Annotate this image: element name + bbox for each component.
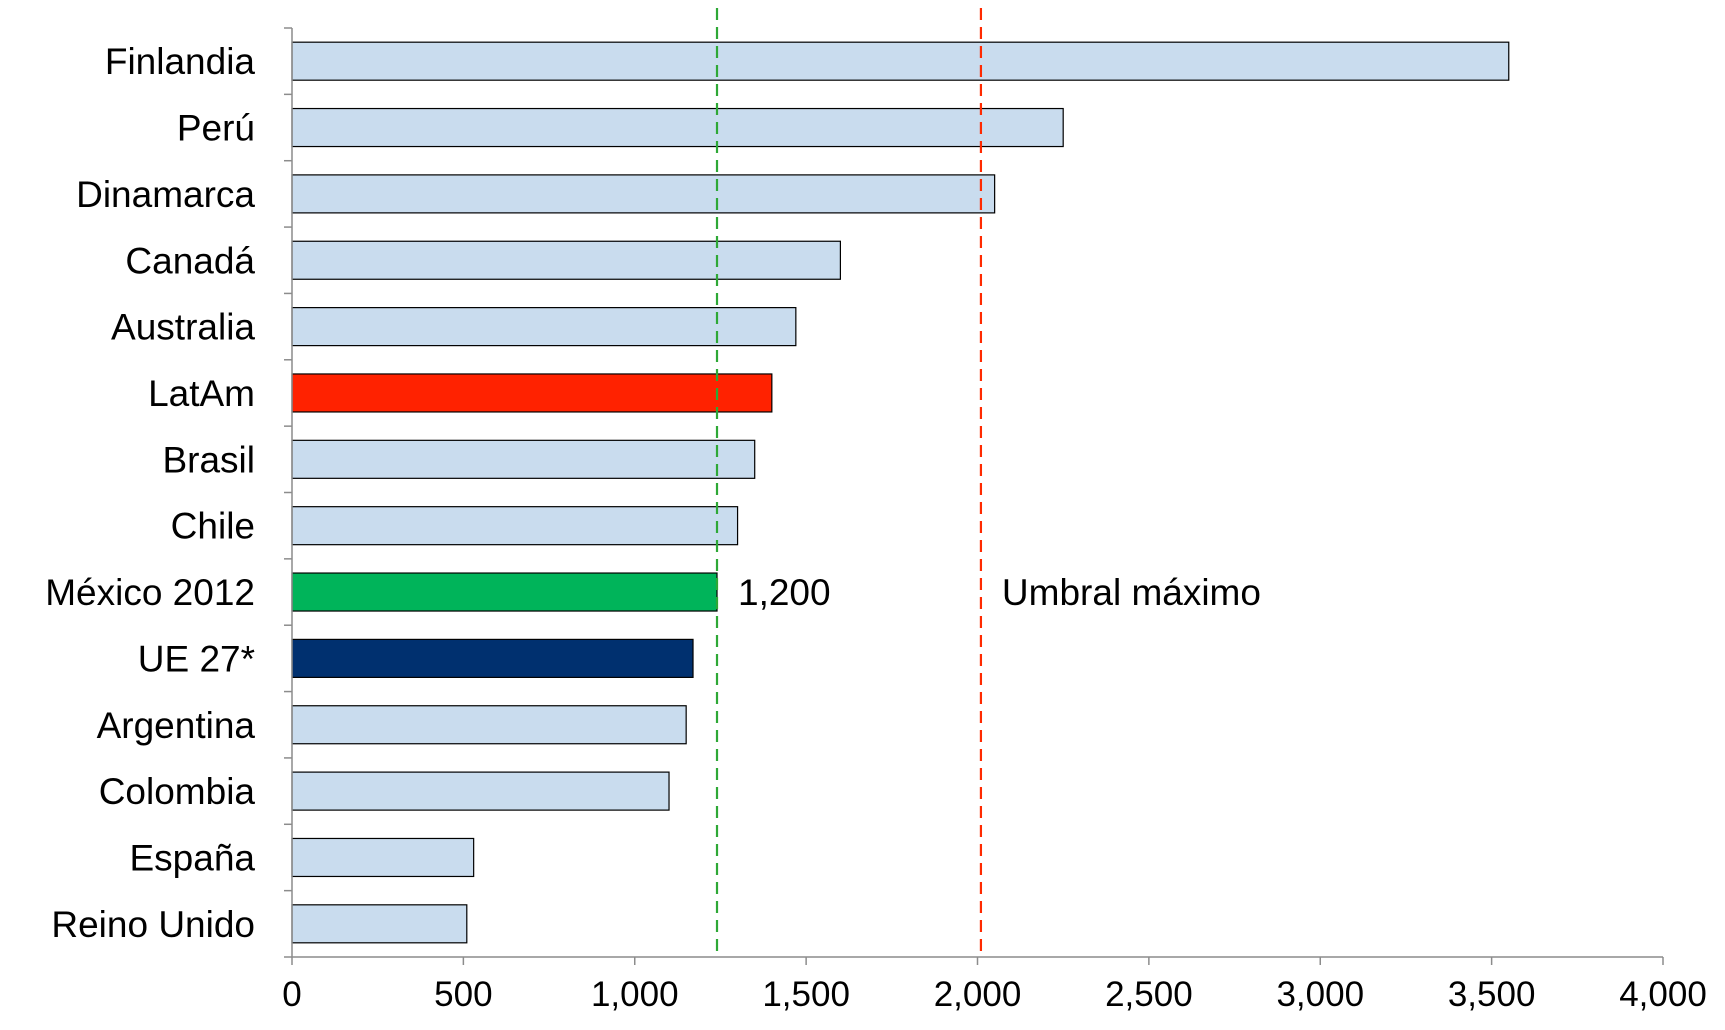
category-label: España (130, 837, 256, 878)
reference-label-2: Umbral máximo (1002, 572, 1261, 613)
bar-6 (291, 373, 773, 413)
category-label: Argentina (97, 705, 256, 746)
reference-label-1: 1,200 (738, 572, 831, 613)
bar-12 (291, 771, 670, 811)
axes-layer (284, 27, 1664, 965)
x-tick-label: 2,500 (1105, 975, 1193, 1014)
category-label: Finlandia (105, 41, 256, 82)
x-tick-label: 2,000 (934, 975, 1022, 1014)
x-tick-label: 1,500 (762, 975, 850, 1014)
bar-7 (291, 439, 756, 479)
x-tick-label: 1,000 (591, 975, 679, 1014)
x-tick-label: 3,500 (1448, 975, 1536, 1014)
category-label: LatAm (148, 373, 255, 414)
category-label: Dinamarca (76, 174, 255, 215)
bar-14 (291, 904, 468, 944)
bar-4 (291, 240, 842, 280)
category-label: Perú (177, 108, 255, 149)
category-label: UE 27* (138, 638, 255, 679)
category-label: Canadá (125, 240, 255, 281)
bar-2 (291, 107, 1064, 148)
bar-11 (291, 705, 687, 745)
bar-1 (291, 41, 1510, 81)
bars-layer (291, 41, 1510, 944)
category-label: Brasil (162, 439, 255, 480)
category-label: México 2012 (45, 572, 255, 613)
category-label: Reino Unido (51, 904, 255, 945)
labels-layer: Finlandia Perú Dinamarca Canadá Australia Lat… (45, 41, 1707, 1014)
bar-9 (291, 572, 718, 612)
bar-13 (291, 837, 475, 878)
category-label: Chile (171, 506, 255, 547)
x-tick-label: 0 (282, 975, 301, 1014)
x-tick-label: 4,000 (1619, 975, 1707, 1014)
category-label: Colombia (99, 771, 256, 812)
bar-5 (291, 307, 797, 347)
bar-8 (291, 506, 739, 546)
bar-10 (291, 638, 694, 678)
x-tick-label: 3,000 (1276, 975, 1364, 1014)
reference-lines-layer (715, 8, 983, 957)
category-label: Australia (111, 307, 255, 348)
x-tick-label: 500 (434, 975, 492, 1014)
bar-3 (291, 174, 996, 214)
